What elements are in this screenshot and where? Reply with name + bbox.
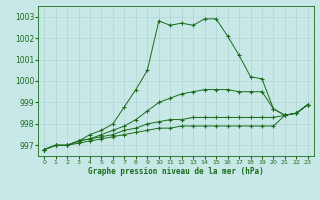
X-axis label: Graphe pression niveau de la mer (hPa): Graphe pression niveau de la mer (hPa)	[88, 167, 264, 176]
